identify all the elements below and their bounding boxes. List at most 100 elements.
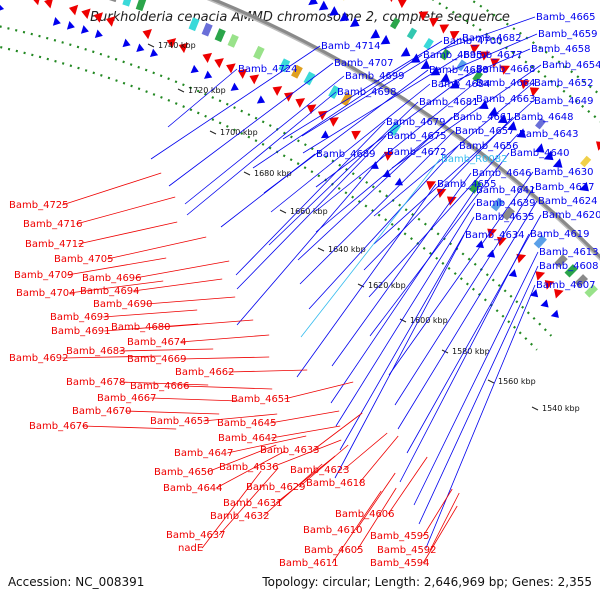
forward-leader-line bbox=[236, 135, 387, 290]
reverse-gene-label: Bamb_4712 bbox=[25, 239, 85, 250]
reverse-gene bbox=[397, 0, 407, 9]
reverse-gene-label: Bamb_4594 bbox=[370, 558, 430, 569]
feature-block bbox=[303, 71, 316, 86]
kbp-tick-label: 1700 kbp bbox=[220, 128, 258, 137]
forward-gene-label: Bamb_4640 bbox=[510, 148, 570, 159]
forward-gene bbox=[550, 309, 559, 318]
kbp-tick-mark bbox=[399, 318, 407, 323]
forward-gene-label: Bamb_4657 bbox=[455, 126, 515, 137]
reverse-gene bbox=[202, 52, 213, 64]
forward-gene bbox=[370, 28, 381, 39]
forward-gene bbox=[320, 130, 330, 139]
feature-block bbox=[554, 254, 568, 268]
forward-gene-label: Bamb_4613 bbox=[539, 247, 599, 258]
kbp-tick-label: 1600 kbp bbox=[410, 316, 448, 325]
reverse-leader-line bbox=[146, 296, 236, 305]
reverse-gene-label: Bamb_4632 bbox=[210, 511, 270, 522]
kbp-ticks: 1740 kbp 1720 kbp 1700 kbp 1680 kbp 1660 kbp… bbox=[147, 41, 580, 413]
reverse-leader-line bbox=[150, 397, 240, 402]
forward-gene-label: Bamb_4707 bbox=[334, 58, 394, 69]
reverse-gene-label: Bamb_4637 bbox=[166, 530, 226, 541]
forward-gene bbox=[0, 4, 5, 11]
reverse-gene bbox=[418, 11, 429, 21]
forward-gene bbox=[552, 158, 563, 168]
forward-gene bbox=[339, 11, 350, 22]
forward-leader-line bbox=[235, 121, 386, 276]
reverse-gene-label: Bamb_4651 bbox=[231, 394, 291, 405]
reverse-leader-line bbox=[387, 456, 428, 515]
reverse-gene-label: Bamb_4650 bbox=[154, 467, 214, 478]
feature-block bbox=[501, 206, 515, 221]
forward-gene bbox=[149, 48, 159, 58]
forward-gene-label: Bamb_4695 bbox=[423, 50, 483, 61]
feature-block bbox=[564, 264, 578, 278]
forward-gene-label: Bamb_4689 bbox=[316, 149, 376, 160]
forward-gene-label: Bamb_4724 bbox=[238, 64, 298, 75]
kbp-tick-label: 1660 kbp bbox=[290, 207, 328, 216]
forward-gene-label: Bamb_4688 bbox=[429, 65, 489, 76]
feature-block bbox=[291, 64, 303, 79]
reverse-leader-line bbox=[355, 472, 396, 531]
kbp-tick-label: 1620 kbp bbox=[368, 281, 406, 290]
forward-leader-line bbox=[300, 158, 441, 338]
feature-block bbox=[584, 284, 598, 298]
feature-block bbox=[439, 48, 451, 61]
forward-leader-line bbox=[315, 82, 476, 212]
reverse-gene-label: Bamb_4611 bbox=[279, 558, 339, 569]
reverse-gene bbox=[351, 130, 361, 141]
reverse-gene-label: nadE bbox=[178, 543, 203, 554]
feature-block bbox=[574, 274, 589, 288]
forward-leader-line bbox=[369, 152, 510, 337]
backbone-ring bbox=[208, 0, 600, 261]
forward-gene bbox=[420, 59, 431, 69]
reverse-leader-line bbox=[342, 432, 388, 471]
forward-gene bbox=[380, 34, 391, 45]
feature-block bbox=[472, 70, 483, 83]
reverse-gene bbox=[226, 63, 236, 74]
kbp-tick-mark bbox=[531, 406, 539, 411]
reverse-gene-label: Bamb_4629 bbox=[246, 482, 306, 493]
gene-labels: Bamb_4665 Bamb_4659 Bamb_4658 Bamb_4714 Bamb… bbox=[9, 12, 600, 569]
reverse-gene bbox=[544, 280, 555, 290]
forward-leader-line bbox=[167, 68, 238, 128]
kbp-tick-mark bbox=[209, 130, 217, 135]
reverse-leader-line bbox=[272, 439, 342, 468]
forward-leader-line bbox=[406, 214, 542, 454]
forward-leader-line bbox=[268, 101, 419, 246]
forward-gene-label: Bamb_4608 bbox=[539, 261, 599, 272]
reverse-leader-line bbox=[284, 381, 354, 400]
forward-gene bbox=[507, 121, 517, 131]
reverse-gene-label: Bamb_4667 bbox=[97, 393, 157, 404]
reverse-gene bbox=[487, 228, 497, 238]
kbp-tick-label: 1560 kbp bbox=[498, 377, 536, 386]
forward-leader-line bbox=[339, 216, 475, 451]
reverse-gene-label: Bamb_4605 bbox=[304, 545, 364, 556]
feature-block bbox=[406, 27, 418, 40]
reverse-gene bbox=[529, 87, 540, 97]
reverse-leader-line bbox=[125, 410, 220, 415]
forward-gene-label: Bamb_4607 bbox=[536, 280, 596, 291]
reverse-gene-label: Bamb_4709 bbox=[14, 270, 74, 281]
reverse-gene bbox=[329, 117, 339, 127]
reverse-gene-label: Bamb_4633 bbox=[260, 445, 320, 456]
reverse-gene-label: Bamb_4676 bbox=[29, 421, 89, 432]
reverse-gene bbox=[214, 58, 224, 69]
forward-gene bbox=[204, 70, 213, 79]
forward-leader-line bbox=[315, 68, 476, 188]
forward-leader-line bbox=[373, 82, 534, 217]
reverse-leader-line bbox=[119, 348, 214, 352]
forward-leader-line bbox=[335, 202, 476, 427]
reverse-leader-line bbox=[62, 172, 162, 206]
reverse-leader-line bbox=[228, 369, 308, 373]
reverse-gene bbox=[436, 188, 447, 198]
reverse-gene-label: Bamb_4691 bbox=[51, 326, 111, 337]
reverse-leader-line bbox=[82, 425, 177, 430]
reverse-gene-label: Bamb_4662 bbox=[175, 367, 235, 378]
feature-block bbox=[533, 234, 547, 249]
forward-gene bbox=[318, 0, 329, 11]
feature-block bbox=[390, 17, 401, 30]
forward-gene-label: Bamb_4639 bbox=[476, 198, 536, 209]
reverse-leader-line bbox=[119, 381, 209, 386]
reverse-leader-line bbox=[107, 236, 207, 260]
forward-gene-label: Bamb_4668 bbox=[476, 64, 536, 75]
